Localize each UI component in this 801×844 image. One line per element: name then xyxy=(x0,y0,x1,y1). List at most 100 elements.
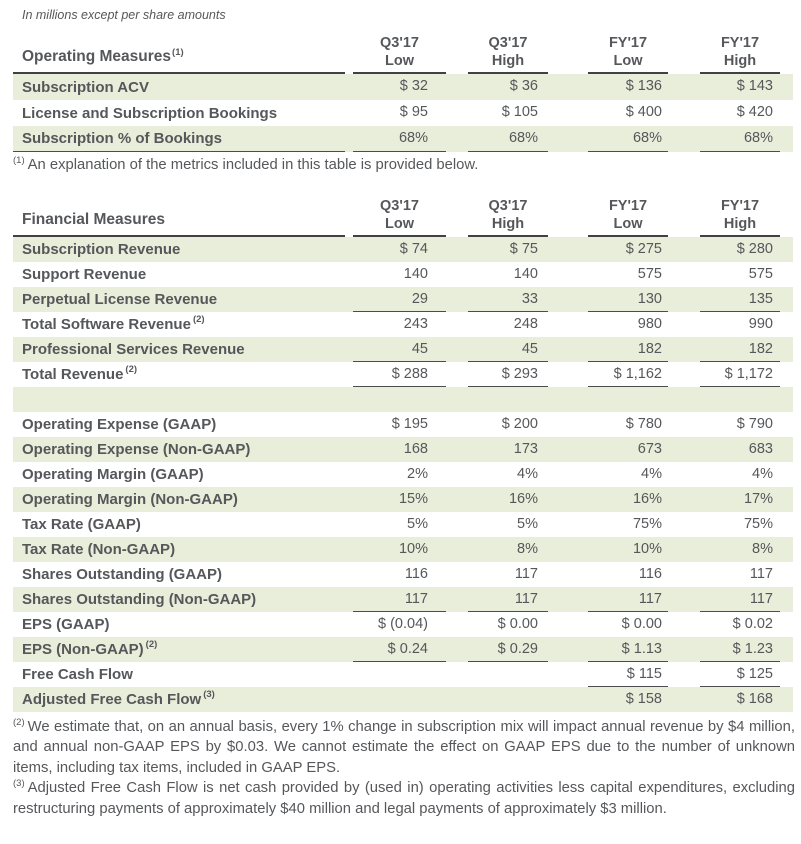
column-header-3: FY'17 Low xyxy=(560,34,680,74)
cell-value: $ 168 xyxy=(736,690,773,707)
cell-value: 29 xyxy=(345,287,450,312)
cell-value: 168 xyxy=(403,440,428,457)
cell-value: 4% xyxy=(517,465,538,482)
column-header-period: Q3'17 xyxy=(488,35,528,51)
cell-underline xyxy=(588,151,668,152)
cell-value: 575 xyxy=(637,265,662,282)
cell-value: $ 0.00 xyxy=(621,615,662,632)
cell-value: 75% xyxy=(632,515,662,532)
cell-value: $ 195 xyxy=(391,415,428,432)
column-header-bound: Low xyxy=(613,53,643,69)
column-header-label: FY'17 Low xyxy=(588,197,668,237)
cell-value xyxy=(345,687,450,712)
cell-underline xyxy=(700,685,780,687)
column-header-2: Q3'17 High xyxy=(450,34,560,74)
cell-value: 117 xyxy=(749,565,773,582)
column-header-label: Q3'17 High xyxy=(468,197,548,237)
column-header-label: Q3'17 Low xyxy=(353,197,446,237)
cell-underline xyxy=(353,385,446,387)
operating-measures-table: Operating Measures(1) Q3'17 Low Q3'17 High FY… xyxy=(13,34,793,152)
cell-underline xyxy=(700,610,780,612)
row-label: Shares Outstanding (Non-GAAP) xyxy=(22,590,257,608)
cell-value: 116 xyxy=(404,565,428,582)
financial-measures-title: Financial Measures xyxy=(13,211,345,237)
cell-underline xyxy=(588,660,668,662)
financial-measures-header-row: Financial Measures Q3'17 Low Q3'17 High FY'17… xyxy=(13,197,793,237)
cell-value: $ 158 xyxy=(625,690,662,707)
cell-value: $ 1.13 xyxy=(560,637,680,662)
row-label: Free Cash Flow xyxy=(22,665,133,683)
row-label: Shares Outstanding (GAAP) xyxy=(22,565,223,583)
cell-underline xyxy=(353,610,446,612)
table-row: Shares Outstanding (GAAP) 116 117 116 117 xyxy=(13,562,793,587)
row-label: Total Software Revenue (2) xyxy=(22,314,205,333)
row-label: Tax Rate (Non-GAAP) xyxy=(22,540,176,558)
table-row: License and Subscription Bookings $ 95 $ 1… xyxy=(13,100,793,126)
cell-value: 135 xyxy=(680,287,793,312)
cell-value: $ 0.29 xyxy=(450,637,560,662)
cell-underline xyxy=(468,660,548,662)
cell-value: 8% xyxy=(517,540,538,557)
row-label: Operating Expense (Non-GAAP) xyxy=(22,440,251,458)
column-header-1: Q3'17 Low xyxy=(345,34,450,74)
cell-value: 68% xyxy=(450,126,560,152)
cell-underline xyxy=(700,310,780,312)
column-header-period: Q3'17 xyxy=(380,35,419,51)
footnote-2: (2) We estimate that, on an annual basis,… xyxy=(13,717,795,779)
cell-value: 2% xyxy=(407,465,428,482)
cell-value: 683 xyxy=(748,440,773,457)
cell-value: 117 xyxy=(680,587,793,612)
cell-value: 980 xyxy=(637,315,662,332)
cell-value: 68% xyxy=(680,126,793,152)
row-label: Support Revenue xyxy=(22,265,147,283)
column-header-3: FY'17 Low xyxy=(560,197,680,237)
column-header-label: FY'17 Low xyxy=(588,34,668,74)
footnote-1-marker: (1) xyxy=(13,155,25,167)
cell-underline xyxy=(468,360,548,362)
cell-underline xyxy=(588,310,668,312)
table-row: Tax Rate (Non-GAAP) 10% 8% 10% 8% xyxy=(13,536,793,562)
row-label: Professional Services Revenue xyxy=(22,340,245,358)
column-header-bound: Low xyxy=(385,53,414,69)
column-header-label: FY'17 High xyxy=(700,197,780,237)
cell-value: 130 xyxy=(560,287,680,312)
cell-underline xyxy=(700,660,780,662)
table-row: Subscription % of Bookings 68% 68% 68% 68% xyxy=(13,126,793,152)
column-header-label: FY'17 High xyxy=(700,34,780,74)
cell-value: 140 xyxy=(513,265,538,282)
cell-value: $ 780 xyxy=(625,415,662,432)
table-row: EPS (GAAP) $ (0.04) $ 0.00 $ 0.00 $ 0.02 xyxy=(13,612,793,637)
table-row: EPS (Non-GAAP) (2) $ 0.24 $ 0.29 $ 1.13 $ 1.2… xyxy=(13,636,793,662)
cell-underline xyxy=(353,310,446,312)
cell-value: $ 95 xyxy=(399,104,428,120)
cell-value: $ 125 xyxy=(680,662,793,687)
cell-value: $ 0.24 xyxy=(345,637,450,662)
units-note: In millions except per share amounts xyxy=(22,8,226,22)
row-label: Operating Margin (GAAP) xyxy=(22,465,204,483)
cell-value: $ 400 xyxy=(625,104,662,120)
column-header-1: Q3'17 Low xyxy=(345,197,450,237)
cell-value: 173 xyxy=(513,440,538,457)
cell-value: 4% xyxy=(641,465,662,482)
table-row: Operating Expense (Non-GAAP) 168 173 673 683 xyxy=(13,436,793,462)
cell-value: 673 xyxy=(637,440,662,457)
table-row: Support Revenue 140 140 575 575 xyxy=(13,262,793,287)
cell-value: $ 115 xyxy=(560,662,680,687)
cell-value: $ 75 xyxy=(509,240,538,257)
cell-underline xyxy=(700,360,780,362)
cell-underline xyxy=(468,151,548,152)
footnote-3-marker: (3) xyxy=(13,778,25,790)
operating-measures-header-row: Operating Measures(1) Q3'17 Low Q3'17 High FY… xyxy=(13,34,793,74)
column-header-period: FY'17 xyxy=(608,35,648,51)
cell-underline xyxy=(353,660,446,662)
cell-value: 575 xyxy=(748,265,773,282)
cell-value: $ 790 xyxy=(736,415,773,432)
cell-value: $ 280 xyxy=(736,240,773,257)
cell-value: 5% xyxy=(407,515,428,532)
table-row: Operating Margin (Non-GAAP) 15% 16% 16% 17% xyxy=(13,486,793,512)
cell-value: 4% xyxy=(752,465,773,482)
financial-measures-table: Financial Measures Q3'17 Low Q3'17 High FY'17… xyxy=(13,197,793,712)
column-header-period: FY'17 xyxy=(608,197,648,214)
cell-value: 45 xyxy=(345,337,450,362)
column-header-period: FY'17 xyxy=(720,197,760,214)
